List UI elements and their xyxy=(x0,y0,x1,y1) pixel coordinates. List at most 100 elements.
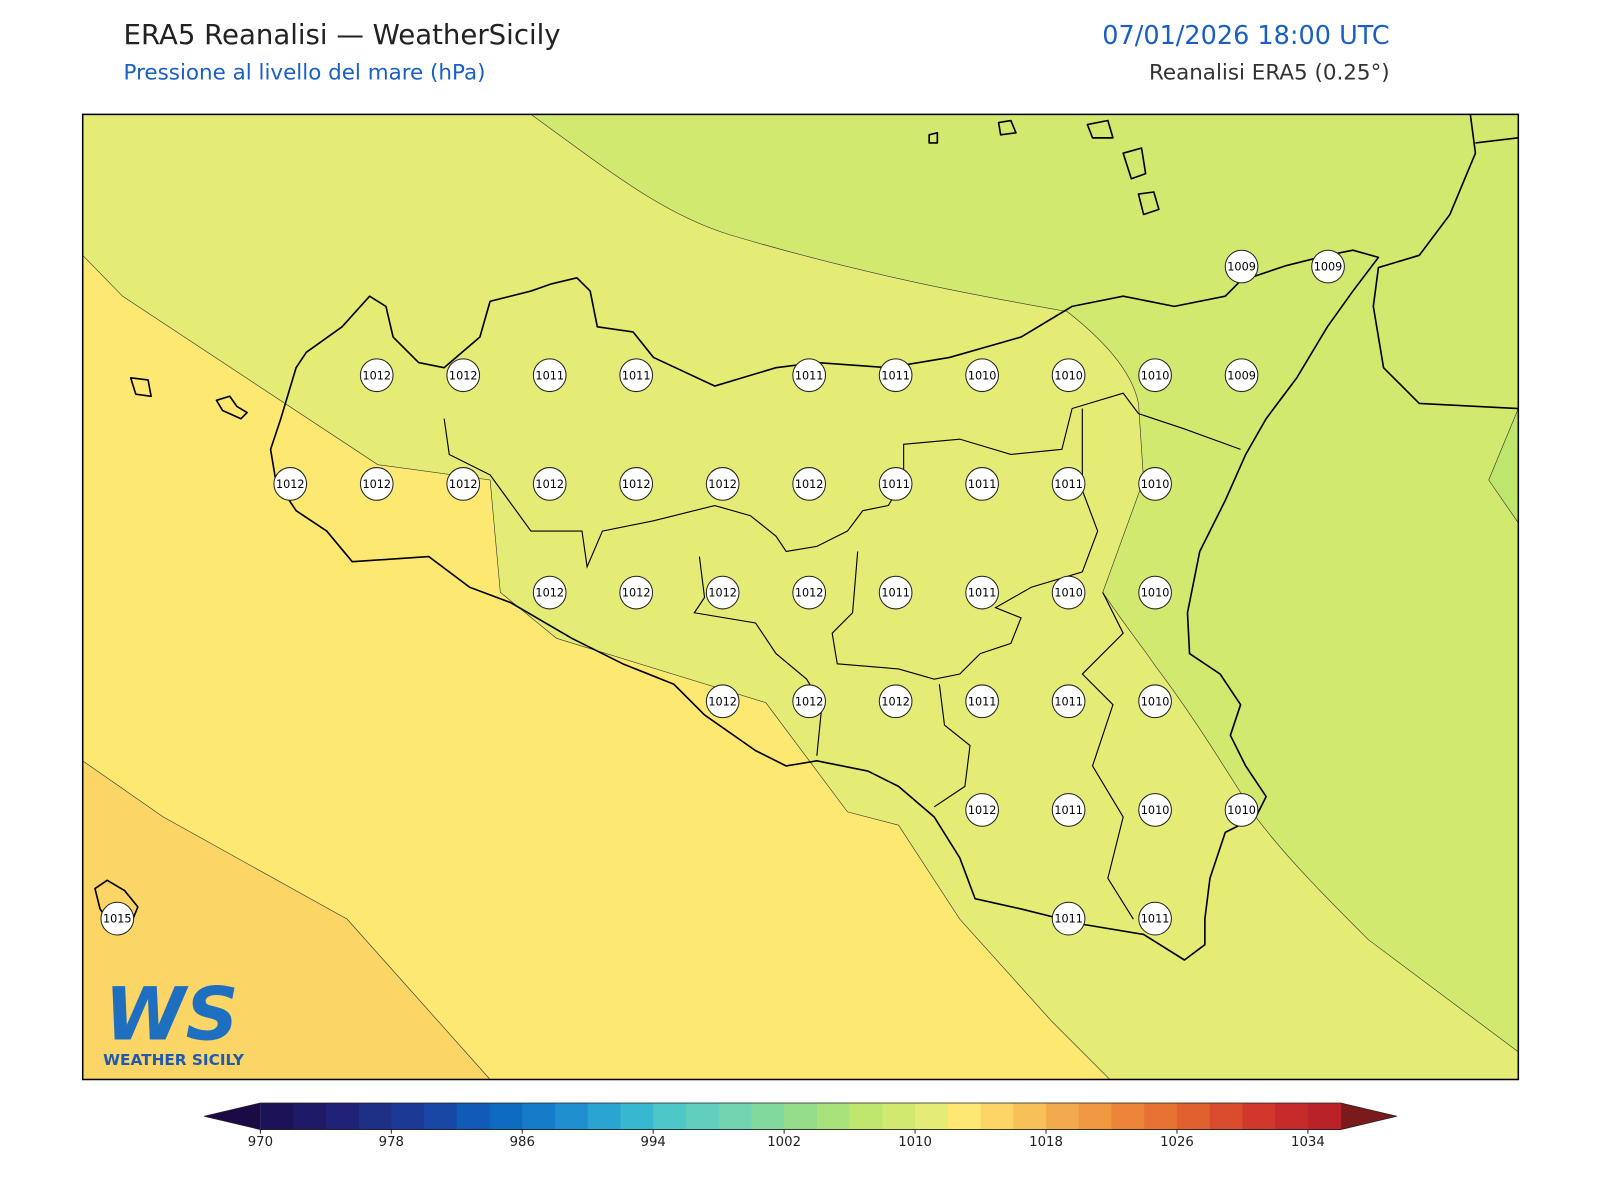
colorbar-tick-label: 986 xyxy=(510,1135,535,1150)
point-marker xyxy=(1138,358,1172,393)
point-value: 1012 xyxy=(795,695,824,708)
point-marker xyxy=(1138,901,1172,936)
colorbar-outline xyxy=(204,1102,1397,1130)
contour-line xyxy=(82,760,491,1080)
colorbar-segment xyxy=(1078,1102,1113,1130)
colorbar-segment xyxy=(456,1102,491,1130)
point-marker xyxy=(792,358,827,393)
point-value: 1010 xyxy=(1141,369,1170,382)
colorbar-segment xyxy=(718,1102,752,1130)
contour-fill xyxy=(1488,408,1519,523)
colorbar-tick-label: 1034 xyxy=(1291,1135,1325,1150)
point-value: 1010 xyxy=(1227,804,1256,817)
point-value: 1011 xyxy=(881,478,910,491)
colorbar: 970 978 986 994 1002 1010 1018 1026 1034 xyxy=(204,1102,1397,1150)
point-value: 1009 xyxy=(1227,261,1256,274)
colorbar-segment xyxy=(260,1102,294,1130)
point-marker xyxy=(965,793,999,827)
point-marker xyxy=(792,575,827,610)
colorbar-segment xyxy=(489,1102,523,1130)
point-marker xyxy=(1051,793,1086,827)
colorbar-segment xyxy=(816,1102,851,1130)
point-marker xyxy=(619,575,654,610)
point-marker xyxy=(100,901,135,936)
point-marker xyxy=(792,684,827,719)
colorbar-segment xyxy=(980,1102,1014,1130)
point-marker xyxy=(965,467,999,501)
map-frame xyxy=(81,113,1520,1081)
colorbar-tick-label: 1010 xyxy=(898,1135,932,1150)
point-value: 1011 xyxy=(1054,913,1083,926)
point-marker xyxy=(1311,249,1345,284)
point-marker xyxy=(619,467,654,501)
point-marker xyxy=(1224,793,1259,827)
colorbar-segment xyxy=(1144,1102,1178,1130)
point-marker xyxy=(965,684,999,719)
colorbar-segment xyxy=(882,1102,916,1130)
point-value: 1012 xyxy=(795,478,824,491)
colorbar-segment xyxy=(325,1102,360,1130)
colorbar-tick-label: 1026 xyxy=(1160,1135,1194,1150)
colorbar-segment xyxy=(358,1102,392,1130)
point-value: 1011 xyxy=(795,369,824,382)
colorbar-segment xyxy=(1242,1102,1276,1130)
colorbar-segment xyxy=(1111,1102,1145,1130)
point-value: 1012 xyxy=(795,587,824,600)
contour-fill xyxy=(530,114,1519,1052)
point-value: 1012 xyxy=(449,369,478,382)
points: 1009 1009 1012 1012 1011 1011 1011 1011 1010 1010… xyxy=(100,249,1345,936)
colorbar-tick-label: 1002 xyxy=(767,1135,801,1150)
contour-fill xyxy=(82,255,1110,1080)
map: 1009 1009 1012 1012 1011 1011 1011 1011 1010 1010… xyxy=(82,114,1519,1080)
point-value: 1012 xyxy=(535,478,564,491)
point-value: 1009 xyxy=(1227,369,1256,382)
point-value: 1015 xyxy=(103,913,132,926)
islands xyxy=(94,119,1160,926)
point-marker xyxy=(1138,467,1172,501)
point-marker xyxy=(1051,467,1086,501)
colorbar-segment xyxy=(685,1102,720,1130)
point-value: 1011 xyxy=(1141,913,1170,926)
point-value: 1010 xyxy=(1141,695,1170,708)
colorbar-segment xyxy=(1046,1102,1080,1130)
point-marker xyxy=(1138,793,1172,827)
point-value: 1010 xyxy=(1054,587,1083,600)
coastline xyxy=(269,249,1380,961)
colorbar-segment xyxy=(587,1102,621,1130)
colorbar-segment xyxy=(1176,1102,1211,1130)
colorbar-segment xyxy=(1307,1102,1342,1130)
point-value: 1011 xyxy=(881,587,910,600)
colorbar-segment xyxy=(522,1102,556,1130)
point-marker xyxy=(1051,901,1086,936)
colorbar-segment xyxy=(620,1102,654,1130)
point-value: 1010 xyxy=(968,369,997,382)
point-value: 1010 xyxy=(1054,369,1083,382)
colorbar-segment xyxy=(1275,1102,1309,1130)
point-value: 1011 xyxy=(1054,478,1083,491)
point-value: 1012 xyxy=(362,478,391,491)
coastline xyxy=(1372,114,1519,410)
point-marker xyxy=(705,467,740,501)
colorbar-segment xyxy=(1209,1102,1243,1130)
colorbar-extend xyxy=(1340,1102,1397,1130)
subtitle: Pressione al livello del mare (hPa) xyxy=(124,61,486,86)
point-value: 1011 xyxy=(1054,804,1083,817)
point-marker xyxy=(273,467,308,501)
point-value: 1010 xyxy=(1141,587,1170,600)
point-value: 1011 xyxy=(622,369,651,382)
point-value: 1012 xyxy=(276,478,305,491)
colorbar-segment xyxy=(849,1102,883,1130)
point-value: 1012 xyxy=(362,369,391,382)
point-marker xyxy=(878,467,913,501)
logo-mark: WS xyxy=(105,973,239,1058)
point-value: 1011 xyxy=(881,369,910,382)
point-value: 1012 xyxy=(708,587,737,600)
point-marker xyxy=(446,467,481,501)
contour-line xyxy=(82,255,1111,1080)
point-marker xyxy=(965,575,999,610)
colorbar-tick-label: 978 xyxy=(379,1135,404,1150)
point-marker xyxy=(1138,684,1172,719)
logo-text: WEATHER SICILY xyxy=(103,1051,245,1069)
colorbar-segment xyxy=(915,1102,949,1130)
point-value: 1010 xyxy=(1141,478,1170,491)
